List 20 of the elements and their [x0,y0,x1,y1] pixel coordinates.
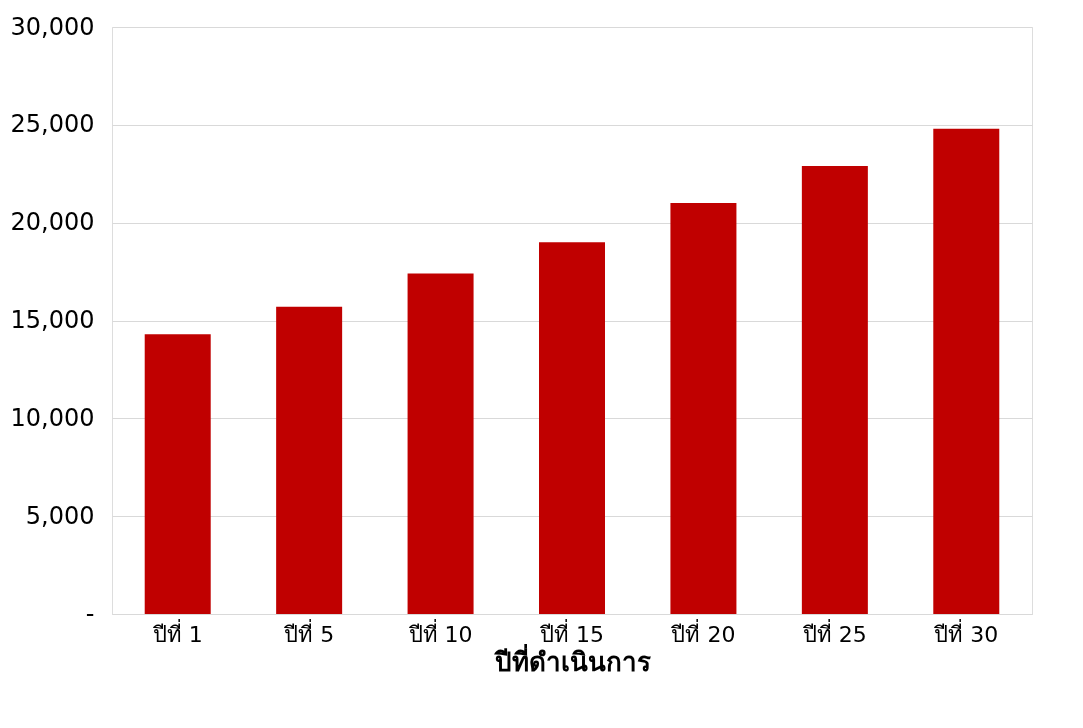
x-tick-label: ปีที่ 5 [283,618,335,647]
y-tick-label: 30,000 [10,12,95,41]
bar [670,203,737,614]
y-tick-label: 15,000 [10,306,95,334]
bar [144,334,211,614]
x-tick-label: ปีที่ 30 [933,618,999,647]
y-tick-label: - [85,599,95,628]
x-tick-label: ปีที่ 10 [407,618,473,647]
x-tick-label: ปีที่ 20 [670,618,736,647]
bar [933,128,1000,614]
bar [276,306,343,614]
y-tick-label: 10,000 [10,403,95,432]
bar [801,165,868,614]
bar [539,242,605,614]
bar [407,273,474,614]
y-tick-label: 25,000 [10,110,95,139]
x-tick-label: ปีที่ 1 [151,618,203,647]
y-tick-label: 5,000 [25,501,95,530]
x-tick-label: ปีที่ 25 [801,618,867,647]
y-tick-label: 20,000 [10,208,95,237]
